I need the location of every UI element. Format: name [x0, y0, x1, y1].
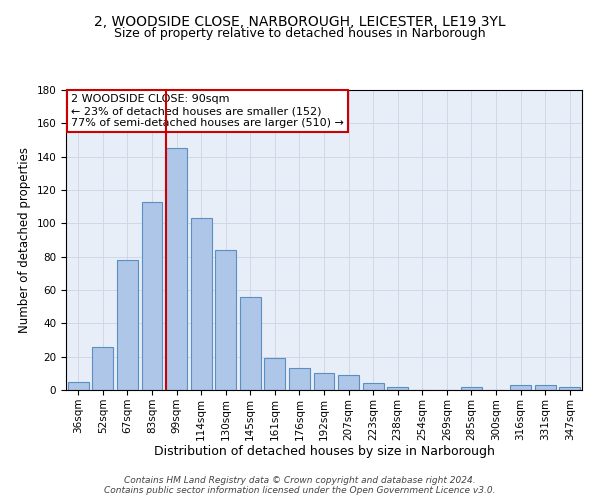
- Bar: [314, 374, 334, 390]
- Bar: [215, 250, 236, 390]
- Bar: [461, 386, 482, 390]
- Y-axis label: Number of detached properties: Number of detached properties: [18, 147, 31, 333]
- X-axis label: Distribution of detached houses by size in Narborough: Distribution of detached houses by size …: [154, 446, 494, 458]
- Bar: [240, 296, 261, 390]
- Bar: [338, 375, 359, 390]
- Text: Size of property relative to detached houses in Narborough: Size of property relative to detached ho…: [114, 28, 486, 40]
- Text: 2, WOODSIDE CLOSE, NARBOROUGH, LEICESTER, LE19 3YL: 2, WOODSIDE CLOSE, NARBOROUGH, LEICESTER…: [94, 15, 506, 29]
- Bar: [510, 385, 531, 390]
- Bar: [117, 260, 138, 390]
- Bar: [166, 148, 187, 390]
- Bar: [387, 386, 408, 390]
- Bar: [68, 382, 89, 390]
- Bar: [559, 386, 580, 390]
- Bar: [142, 202, 163, 390]
- Bar: [191, 218, 212, 390]
- Bar: [265, 358, 286, 390]
- Bar: [92, 346, 113, 390]
- Bar: [535, 385, 556, 390]
- Text: 2 WOODSIDE CLOSE: 90sqm
← 23% of detached houses are smaller (152)
77% of semi-d: 2 WOODSIDE CLOSE: 90sqm ← 23% of detache…: [71, 94, 344, 128]
- Text: Contains HM Land Registry data © Crown copyright and database right 2024.
Contai: Contains HM Land Registry data © Crown c…: [104, 476, 496, 495]
- Bar: [362, 384, 383, 390]
- Bar: [289, 368, 310, 390]
